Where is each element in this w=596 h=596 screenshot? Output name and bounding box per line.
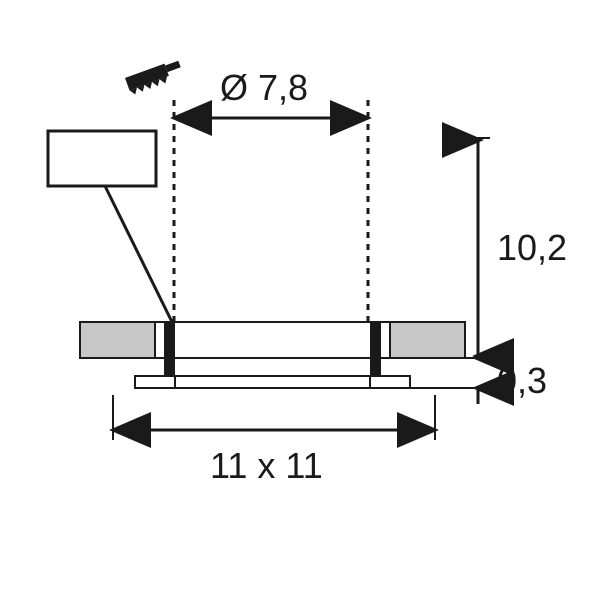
height-label: 10,2 xyxy=(497,227,567,268)
fixture-flange xyxy=(135,376,410,388)
dimension-drawing: Ø 7,8 10,2 0,3 11 x 11 xyxy=(0,0,596,596)
bezel-label: 0,3 xyxy=(497,360,547,401)
cutout-label: Ø 7,8 xyxy=(220,67,308,108)
width-label: 11 x 11 xyxy=(210,445,323,486)
callout-box xyxy=(48,131,156,186)
ceiling-left-block xyxy=(80,322,155,358)
saw-icon xyxy=(125,59,184,96)
ceiling-right-block xyxy=(390,322,465,358)
callout-leader xyxy=(105,186,173,324)
fixture-body xyxy=(155,322,390,376)
